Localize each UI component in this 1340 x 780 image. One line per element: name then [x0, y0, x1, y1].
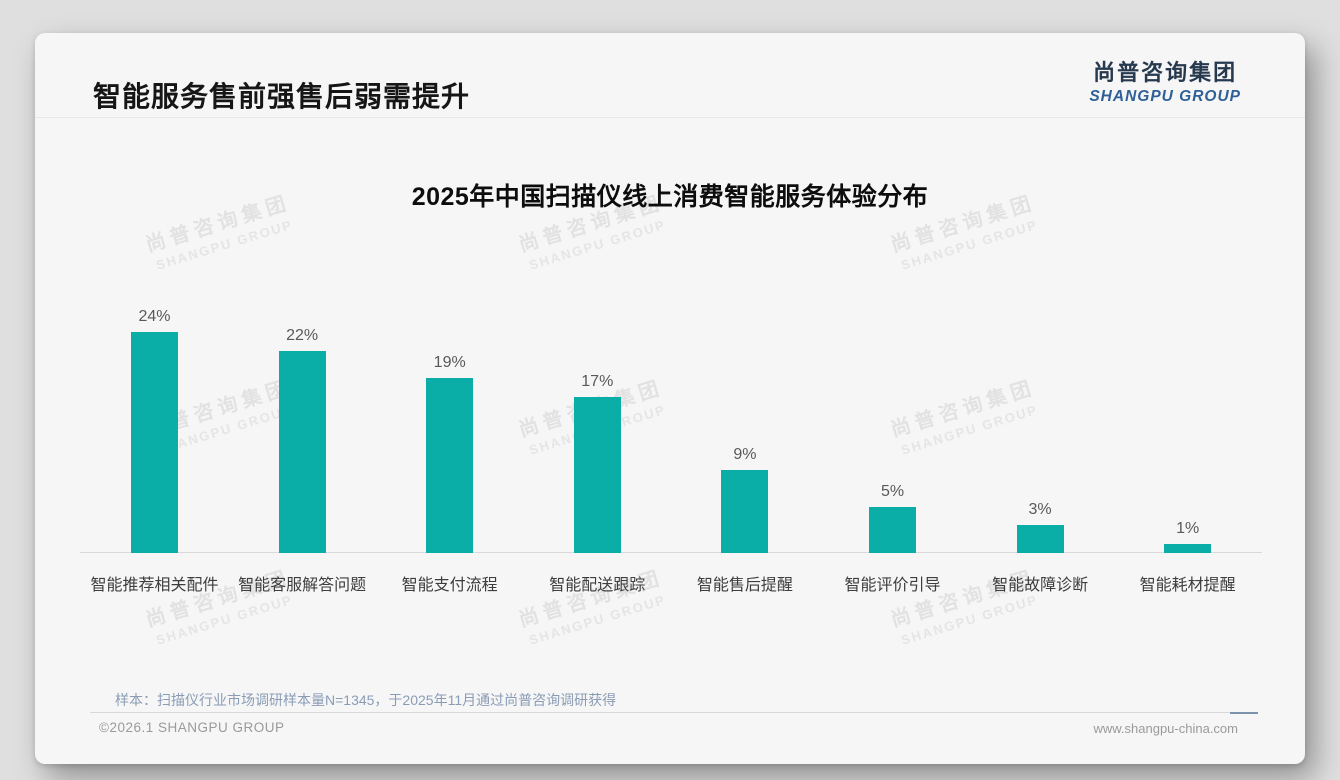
bar-category-label: 智能配送跟踪	[549, 577, 646, 594]
website-link[interactable]: www.shangpu-china.com	[1093, 721, 1238, 736]
chart-title: 2025年中国扫描仪线上消费智能服务体验分布	[411, 183, 929, 211]
bar-group: 17% 智能配送跟踪	[523, 303, 671, 594]
bar-value-label: 17%	[581, 372, 614, 390]
bar-category-label: 智能推荐相关配件	[90, 577, 219, 594]
bar-category-label: 智能评价引导	[844, 577, 941, 594]
x-axis-line	[80, 552, 1262, 553]
bar-group: 3% 智能故障诊断	[966, 303, 1114, 594]
bar-category-label: 智能故障诊断	[992, 577, 1089, 594]
watermark-english-text: SHANGPU GROUP	[154, 591, 295, 648]
bar-group: 19% 智能支付流程	[376, 303, 524, 594]
bar-value-label: 24%	[138, 308, 171, 326]
slide-card: 尚普咨询集团 SHANGPU GROUP 尚普咨询集团 SHANGPU GROUP 尚普…	[35, 33, 1305, 764]
watermark-english-text: SHANGPU GROUP	[899, 216, 1040, 273]
bar-group: 1% 智能耗材提醒	[1114, 303, 1262, 594]
header-divider	[35, 117, 1305, 118]
sample-note: 样本：扫描仪行业市场调研样本量N=1345，于2025年11月通过尚普咨询调研获…	[115, 692, 617, 708]
page-title: 智能服务售前强售后弱需提升	[93, 81, 471, 112]
copyright-text: ©2026.1 SHANGPU GROUP	[99, 720, 285, 735]
watermark-english-text: SHANGPU GROUP	[899, 591, 1040, 648]
watermark-english-text: SHANGPU GROUP	[527, 216, 668, 273]
bar-category-label: 智能售后提醒	[696, 577, 793, 594]
bar	[573, 396, 621, 553]
bar	[1164, 543, 1212, 553]
company-logo: 尚普咨询集团 SHANGPU GROUP	[1089, 55, 1241, 106]
logo-chinese-text: 尚普咨询集团	[1093, 60, 1238, 85]
logo-english-text: SHANGPU GROUP	[1089, 88, 1241, 105]
bar-value-label: 22%	[286, 326, 319, 344]
bar-category-label: 智能支付流程	[401, 577, 498, 594]
bar	[1016, 525, 1064, 553]
bar-group: 5% 智能评价引导	[819, 303, 967, 594]
footer-divider-accent	[1230, 712, 1258, 714]
bar-chart: 24% 智能推荐相关配件 22% 智能客服解答问题 19% 智能支付流程 17% 智能配送跟踪…	[80, 303, 1262, 594]
bar-group: 24% 智能推荐相关配件	[81, 303, 229, 594]
bar-value-label: 9%	[733, 446, 757, 464]
bar	[721, 470, 769, 553]
watermark-english-text: SHANGPU GROUP	[527, 591, 668, 648]
bar-category-label: 智能耗材提醒	[1139, 577, 1236, 594]
bar	[426, 378, 474, 553]
bar-group: 9% 智能售后提醒	[671, 303, 819, 594]
footer-divider	[90, 712, 1230, 713]
bar-group: 22% 智能客服解答问题	[228, 303, 376, 594]
bar-category-label: 智能客服解答问题	[238, 577, 367, 594]
bar-value-label: 3%	[1028, 501, 1052, 519]
bar-value-label: 19%	[433, 354, 466, 372]
bar	[131, 332, 178, 553]
bar-value-label: 5%	[880, 483, 905, 500]
bar	[278, 350, 326, 553]
watermark-english-text: SHANGPU GROUP	[154, 216, 295, 273]
bar	[869, 507, 916, 553]
bar-value-label: 1%	[1176, 519, 1200, 537]
